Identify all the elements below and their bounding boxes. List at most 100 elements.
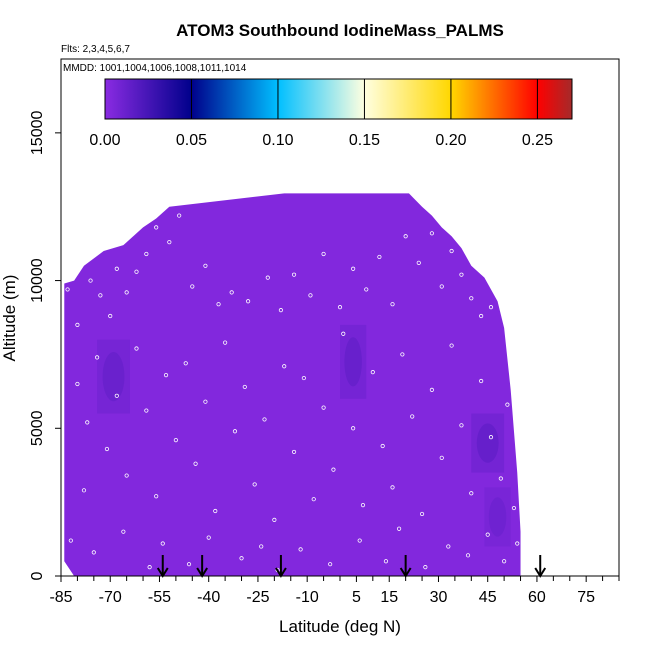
sample-point — [160, 541, 165, 546]
y-tick-label: 15000 — [29, 111, 46, 156]
y-tick-label: 5000 — [29, 410, 46, 446]
sample-point — [449, 343, 454, 348]
x-tick-label: 5 — [352, 589, 361, 606]
colorbar-ticks: 0.00 0.05 0.10 0.15 0.20 0.25 — [89, 79, 553, 149]
sample-point — [311, 497, 316, 502]
sample-point — [108, 313, 113, 319]
sample-point — [147, 565, 152, 570]
colorbar-tick-label: 0.25 — [522, 132, 553, 149]
sample-point — [390, 302, 395, 307]
sample-point — [505, 402, 510, 407]
sample-point — [282, 364, 287, 369]
sample-point — [364, 287, 369, 292]
sample-point — [124, 290, 129, 295]
sample-point — [337, 305, 343, 310]
sample-point — [114, 393, 119, 398]
y-tick-label: 10000 — [29, 258, 46, 303]
sample-point — [242, 384, 247, 390]
x-tick-label: -10 — [296, 589, 319, 606]
sample-point — [390, 485, 395, 490]
y-axis-label: Altitude (m) — [0, 275, 19, 362]
sample-point — [124, 473, 129, 478]
sample-point — [85, 420, 90, 425]
sample-point — [173, 438, 178, 443]
y-tick-label: 0 — [29, 571, 46, 580]
sample-point — [341, 331, 346, 336]
sample-point — [511, 505, 517, 511]
sample-point — [190, 284, 195, 289]
x-tick-label: -55 — [148, 589, 171, 606]
x-tick-label: 15 — [380, 589, 398, 606]
x-tick-label: 45 — [479, 589, 497, 606]
x-tick-label: -85 — [49, 589, 72, 606]
heatmap-cell — [102, 351, 125, 402]
sample-point — [439, 284, 444, 289]
x-tick-label: 60 — [528, 589, 546, 606]
x-tick-label: -70 — [99, 589, 122, 606]
dates-label: MMDD: 1001,1004,1006,1008,1011,1014 — [63, 63, 247, 74]
sample-point — [154, 225, 159, 230]
sample-point — [278, 308, 284, 313]
sample-point — [360, 502, 366, 508]
colorbar-tick-label: 0.20 — [435, 132, 466, 149]
sample-point — [429, 231, 435, 236]
sample-point — [328, 562, 333, 567]
sample-point — [177, 213, 182, 218]
x-axis-label: Latitude (deg N) — [279, 617, 401, 636]
sample-point — [469, 296, 474, 301]
sample-point — [502, 559, 507, 564]
sample-point — [498, 476, 503, 481]
sample-point — [223, 340, 228, 345]
heatmap-cell — [340, 324, 367, 399]
sample-point — [321, 251, 326, 257]
sample-point — [95, 355, 100, 360]
heatmap-layer — [64, 193, 521, 576]
sample-point — [259, 544, 264, 549]
colorbar-tick-label: 0.15 — [349, 132, 380, 149]
sample-point — [245, 299, 251, 304]
sample-point — [88, 278, 93, 283]
sample-point — [449, 248, 454, 254]
sample-markers — [65, 213, 520, 573]
heatmap-cell — [484, 487, 511, 547]
sample-point — [75, 381, 80, 387]
sample-point — [321, 405, 326, 410]
sample-point — [81, 488, 87, 493]
sample-point — [193, 461, 198, 466]
sample-point — [357, 538, 362, 543]
sample-point — [488, 435, 494, 440]
sample-point — [396, 526, 402, 531]
sample-point — [331, 467, 336, 472]
sample-point — [465, 553, 471, 558]
heatmap-cell — [488, 497, 507, 537]
sample-point — [213, 508, 218, 514]
x-tick-label: -25 — [246, 589, 269, 606]
sample-point — [298, 547, 303, 552]
sample-point — [144, 251, 149, 257]
sample-point — [423, 565, 428, 570]
colorbar: 0.00 0.05 0.10 0.15 0.20 0.25 — [89, 78, 573, 149]
colorbar-tick-label: 0.00 — [89, 132, 120, 149]
sample-point — [272, 517, 277, 522]
sample-point — [351, 266, 356, 271]
sample-point — [239, 556, 244, 561]
sample-point — [65, 287, 70, 292]
sample-point — [114, 266, 119, 271]
sample-point — [183, 361, 188, 366]
sample-point — [75, 322, 80, 327]
sample-point — [121, 529, 126, 534]
x-axis: -85 -70 -55 -40 -25 -10 5 15 30 45 60 75 — [49, 576, 620, 606]
sample-point — [403, 234, 408, 239]
sample-point — [515, 541, 520, 546]
flights-label: Flts: 2,3,4,5,6,7 — [61, 44, 130, 55]
sample-point — [459, 423, 464, 428]
sample-point — [186, 562, 192, 567]
sample-point — [370, 370, 375, 375]
sample-point — [144, 408, 149, 413]
sample-point — [459, 272, 464, 277]
sample-point — [229, 290, 234, 295]
x-tick-label: 30 — [430, 589, 448, 606]
sample-point — [479, 378, 484, 384]
heatmap-cell — [97, 339, 130, 414]
sample-point — [291, 449, 297, 455]
